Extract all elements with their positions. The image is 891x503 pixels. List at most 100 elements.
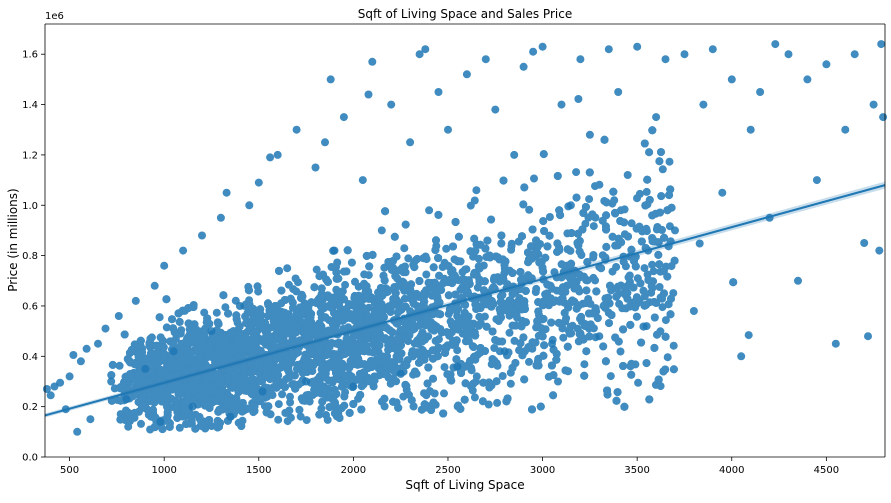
scatter-point [348, 301, 357, 310]
scatter-point [470, 328, 479, 337]
scatter-point [312, 265, 321, 274]
scatter-point [603, 386, 612, 395]
scatter-point [421, 252, 430, 261]
scatter-point [363, 318, 372, 327]
scatter-point [321, 373, 330, 382]
scatter-point [598, 216, 607, 225]
scatter-point [581, 203, 590, 211]
scatter-point [744, 331, 753, 340]
scatter-point [185, 330, 194, 339]
scatter-point [579, 335, 588, 344]
scatter-point [469, 379, 478, 388]
scatter-point [508, 290, 517, 299]
scatter-point [539, 267, 548, 276]
scatter-point [347, 258, 356, 267]
scatter-point [656, 208, 664, 217]
scatter-point [474, 262, 483, 271]
scatter-point [162, 364, 171, 373]
scatter-point [558, 294, 567, 303]
scatter-point [343, 246, 352, 255]
scatter-point [648, 211, 657, 220]
scatter-point [381, 207, 390, 216]
scatter-point [640, 264, 649, 273]
scatter-point [393, 274, 402, 283]
scatter-point [323, 348, 332, 357]
scatter-point [168, 315, 176, 324]
scatter-point [250, 402, 259, 411]
scatter-point [623, 288, 632, 297]
scatter-point [434, 343, 443, 352]
scatter-point [213, 423, 222, 432]
scatter-point [589, 251, 598, 260]
scatter-point [140, 401, 149, 410]
scatter-point [137, 419, 145, 428]
scatter-point [532, 236, 541, 245]
scatter-point [645, 148, 654, 157]
scatter-point [645, 395, 654, 404]
scatter-point [657, 148, 665, 157]
scatter-point [390, 232, 399, 241]
scatter-point [580, 360, 589, 369]
scatter-point [553, 172, 562, 180]
scatter-point [415, 321, 424, 330]
scatter-point [602, 198, 611, 207]
scatter-point [659, 267, 668, 276]
scatter-point [498, 291, 507, 299]
scatter-point [375, 341, 384, 350]
scatter-point [264, 402, 273, 411]
scatter-point [315, 358, 324, 367]
scatter-point [397, 305, 406, 314]
scatter-point [280, 349, 289, 358]
scatter-point [162, 323, 171, 332]
scatter-point [612, 292, 621, 301]
scatter-point [322, 411, 330, 419]
scatter-point [451, 290, 460, 299]
scatter-point [493, 398, 502, 407]
scatter-point [650, 313, 659, 322]
scatter-point [298, 396, 307, 405]
scatter-point [321, 313, 330, 322]
scatter-point [401, 325, 410, 334]
scatter-point [572, 193, 581, 202]
scatter-point [285, 406, 294, 415]
scatter-point [156, 391, 165, 400]
scatter-point [632, 312, 641, 321]
scatter-point [658, 165, 667, 174]
scatter-point [383, 287, 392, 296]
scatter-point [234, 353, 243, 362]
scatter-point [342, 305, 351, 313]
scatter-point [238, 399, 247, 407]
scatter-point [340, 381, 348, 389]
scatter-point [606, 372, 615, 381]
scatter-point [409, 402, 418, 411]
scatter-point [642, 359, 651, 368]
scatter-point [374, 288, 383, 297]
scatter-point [637, 338, 646, 347]
scatter-point [440, 389, 448, 398]
scatter-point [527, 242, 535, 251]
scatter-point [235, 322, 244, 331]
scatter-point [315, 378, 324, 387]
scatter-point [375, 330, 384, 339]
scatter-point [284, 310, 293, 319]
scatter-point [616, 217, 625, 225]
scatter-point [344, 363, 353, 372]
scatter-point [262, 364, 271, 373]
scatter-point [660, 289, 668, 298]
scatter-point [330, 309, 339, 317]
scatter-point [474, 321, 483, 330]
scatter-point [499, 276, 508, 285]
scatter-point [434, 298, 443, 307]
scatter-point [624, 273, 633, 282]
scatter-point [302, 354, 311, 363]
scatter-point [506, 379, 515, 388]
scatter-point [648, 126, 657, 135]
scatter-point [429, 263, 438, 272]
scatter-point [432, 236, 440, 245]
scatter-point [349, 315, 358, 324]
scatter-point [116, 415, 125, 424]
scatter-point [402, 361, 411, 370]
scatter-point [525, 205, 534, 214]
scatter-point [115, 361, 124, 370]
